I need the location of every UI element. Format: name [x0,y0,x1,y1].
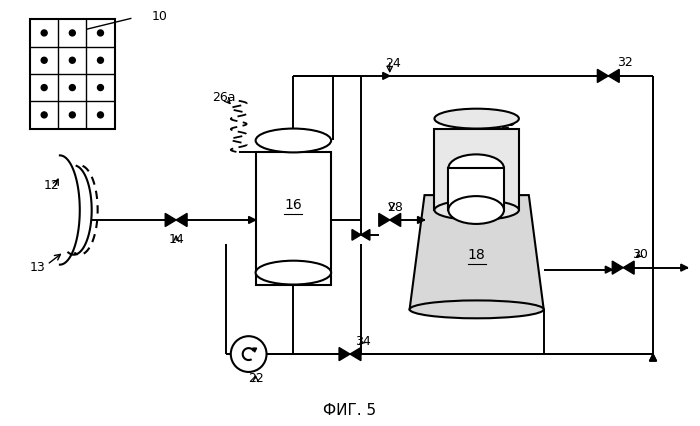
Text: 22: 22 [248,372,263,386]
Text: 30: 30 [632,248,648,261]
Polygon shape [418,216,424,223]
Circle shape [69,30,76,36]
Ellipse shape [449,196,504,224]
Text: 24: 24 [385,58,400,70]
Circle shape [41,57,47,63]
Polygon shape [681,264,688,271]
Polygon shape [410,195,544,309]
Circle shape [97,85,104,91]
Ellipse shape [435,200,519,220]
Polygon shape [606,266,612,273]
Polygon shape [176,213,187,227]
Bar [30,19,115,129]
Bar [449,168,504,210]
Text: 20: 20 [468,163,485,177]
Polygon shape [597,69,608,83]
Circle shape [69,57,76,63]
Text: 26a: 26a [212,91,236,104]
Text: 16: 16 [284,198,302,212]
Polygon shape [352,230,361,240]
Polygon shape [248,216,256,223]
Circle shape [69,85,76,91]
Ellipse shape [256,129,331,153]
Polygon shape [623,261,634,274]
Ellipse shape [435,109,519,129]
Circle shape [231,336,267,372]
Polygon shape [361,230,370,240]
Text: 14: 14 [168,233,184,246]
Circle shape [97,57,104,63]
Text: 18: 18 [468,248,486,262]
Text: 34: 34 [355,335,371,348]
Text: 32: 32 [617,57,633,69]
Circle shape [97,30,104,36]
Circle shape [41,85,47,91]
Text: 19: 19 [501,116,517,129]
Circle shape [41,30,47,36]
Polygon shape [253,348,257,352]
Polygon shape [650,354,657,361]
Ellipse shape [256,261,331,285]
Bar [435,129,519,210]
Text: 28: 28 [387,201,402,213]
Polygon shape [350,348,361,361]
Text: 10: 10 [151,10,167,23]
Polygon shape [383,72,390,79]
Text: ФИГ. 5: ФИГ. 5 [323,403,377,418]
Polygon shape [339,348,350,361]
Ellipse shape [449,154,504,182]
Circle shape [97,112,104,118]
Polygon shape [608,69,620,83]
Ellipse shape [410,300,544,318]
Circle shape [41,112,47,118]
Polygon shape [165,213,176,227]
Text: 13: 13 [29,261,45,274]
Circle shape [69,112,76,118]
Polygon shape [650,354,657,361]
Bar [256,153,331,285]
Polygon shape [379,213,390,227]
Polygon shape [612,261,623,274]
Polygon shape [390,213,400,227]
Text: 12: 12 [44,178,60,192]
